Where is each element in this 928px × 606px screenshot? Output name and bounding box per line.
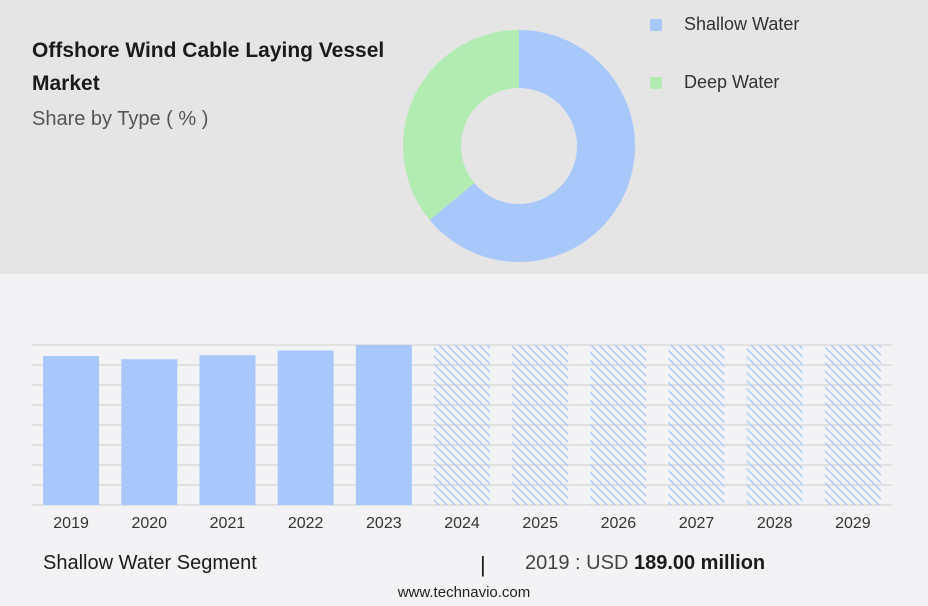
- legend-item-shallow-water: Shallow Water: [650, 14, 799, 35]
- x-tick-label: 2019: [53, 515, 89, 532]
- x-tick-label: 2025: [522, 515, 558, 532]
- bar-forecast-2026: [590, 345, 647, 505]
- donut-chart: [403, 30, 635, 262]
- bar-2019: [43, 356, 100, 505]
- x-tick-label: 2023: [366, 515, 402, 532]
- x-tick-label: 2026: [601, 515, 637, 532]
- x-tick-label: 2022: [288, 515, 324, 532]
- legend-swatch: [650, 76, 662, 89]
- segment-label: Shallow Water Segment: [43, 552, 257, 574]
- legend-swatch: [650, 18, 662, 31]
- donut-slice-shallow-water: [429, 30, 635, 262]
- chart-title: Offshore Wind Cable Laying Vessel Market: [32, 39, 385, 95]
- bar-2021: [199, 355, 256, 505]
- bar-2023: [355, 345, 412, 505]
- segment-year-text: 2019 : USD: [525, 552, 634, 574]
- bar-chart: 2019 2020 2021 2022 2023 2024 2025 2026 2027 2028…: [32, 344, 892, 532]
- source-link[interactable]: www.technavio.com: [397, 584, 531, 601]
- segment-amount: 189.00 million: [633, 552, 766, 574]
- bar-forecast-2029: [824, 345, 881, 505]
- bar-forecast-2027: [668, 345, 725, 505]
- legend-label: Deep Water: [684, 72, 780, 92]
- x-tick-label: 2020: [131, 515, 167, 532]
- x-tick-label: 2024: [444, 515, 480, 532]
- bar-2020: [121, 359, 178, 505]
- x-tick-label: 2028: [757, 515, 793, 532]
- segment-value: 2019 : USD 189.00 million: [525, 552, 765, 575]
- bar-2022: [277, 350, 334, 505]
- divider: |: [480, 552, 486, 577]
- legend-label: Shallow Water: [684, 14, 800, 34]
- bar-forecast-2028: [746, 345, 803, 505]
- donut-slice-deep-water: [403, 30, 519, 220]
- x-tick-label: 2029: [835, 515, 871, 532]
- legend-item-deep-water: Deep Water: [650, 72, 779, 93]
- bar-forecast-2024: [434, 345, 490, 505]
- bar-forecast-2025: [512, 345, 569, 505]
- x-tick-label: 2021: [210, 515, 246, 532]
- x-tick-label: 2027: [679, 515, 715, 532]
- chart-subtitle: Share by Type ( % ): [32, 108, 209, 130]
